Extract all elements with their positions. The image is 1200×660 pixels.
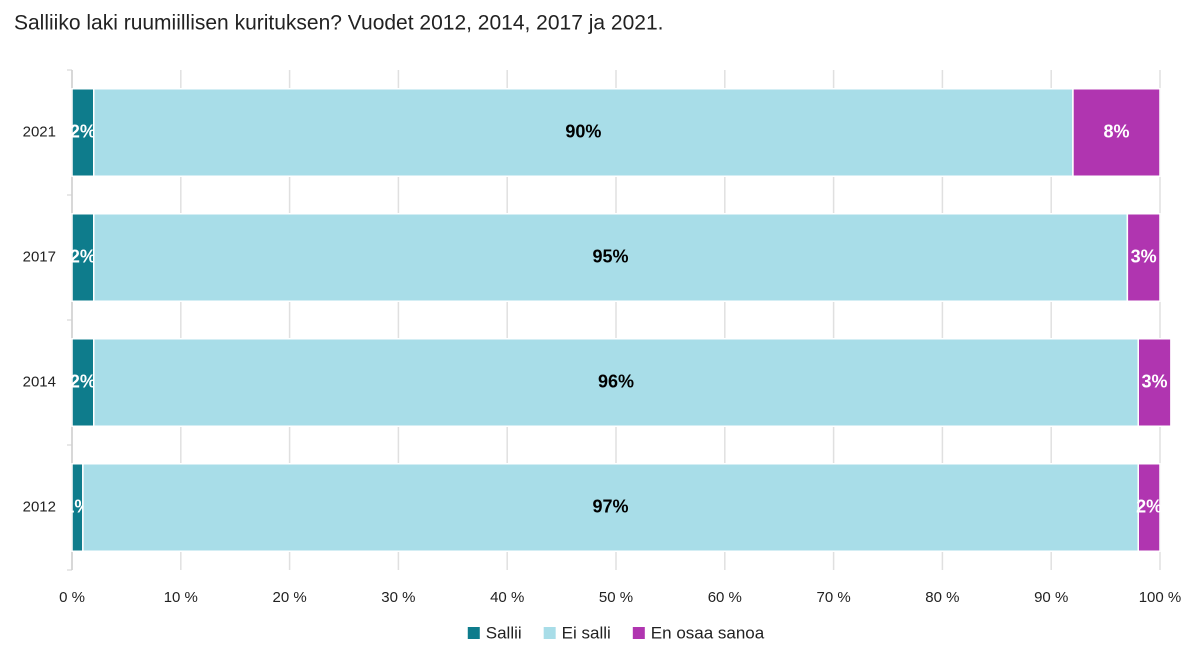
x-tick-label: 90 % [1034, 589, 1068, 606]
legend-swatch [467, 627, 480, 639]
value-label: 8% [1103, 121, 1129, 141]
y-tick-label: 2017 [23, 248, 56, 265]
value-label: 96% [598, 371, 634, 391]
bar-segment [93, 88, 1074, 177]
value-label: 3% [1142, 371, 1168, 391]
y-tick-label: 2012 [23, 498, 56, 515]
x-tick-label: 60 % [708, 589, 742, 606]
y-tick-label: 2014 [23, 373, 56, 390]
legend-label: Ei salli [562, 623, 611, 642]
value-label: 95% [593, 246, 629, 266]
legend-label: En osaa sanoa [651, 623, 765, 642]
x-tick-label: 20 % [272, 589, 306, 606]
legend-swatch [632, 627, 645, 639]
value-label: 2% [1136, 496, 1162, 516]
bar-segment [82, 463, 1139, 552]
bar-segment [1072, 88, 1161, 177]
bar-segment [1137, 463, 1161, 552]
value-label: 90% [565, 121, 601, 141]
legend-label: Sallii [486, 623, 522, 642]
x-tick-label: 80 % [925, 589, 959, 606]
bar-segment [93, 213, 1129, 302]
x-tick-label: 70 % [816, 589, 850, 606]
x-tick-label: 0 % [59, 589, 85, 606]
value-label: 2% [70, 121, 96, 141]
bar-segment [1137, 338, 1172, 427]
value-label: 2% [70, 371, 96, 391]
value-label: 3% [1131, 246, 1157, 266]
value-label: 2% [70, 246, 96, 266]
value-label: 97% [593, 496, 629, 516]
legend-swatch [543, 627, 556, 639]
x-tick-label: 50 % [599, 589, 633, 606]
y-tick-label: 2021 [23, 123, 56, 140]
x-tick-label: 30 % [381, 589, 415, 606]
bar-segment [1126, 213, 1161, 302]
x-tick-label: 40 % [490, 589, 524, 606]
chart-title: Salliiko laki ruumiillisen kurituksen? V… [14, 12, 663, 35]
x-tick-label: 100 % [1139, 589, 1182, 606]
x-tick-label: 10 % [164, 589, 198, 606]
